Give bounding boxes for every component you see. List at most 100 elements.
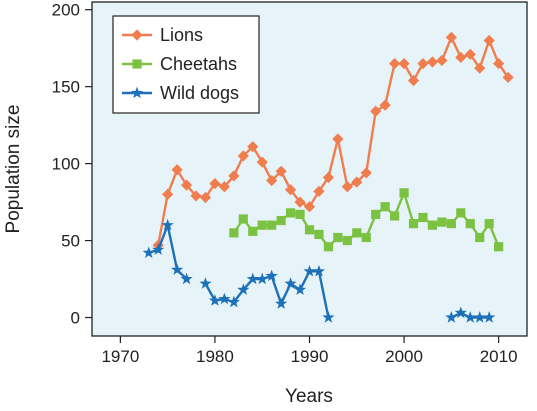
- x-tick-label: 2010: [480, 347, 518, 366]
- point-lions: [247, 141, 259, 153]
- point-cheetahs: [361, 232, 371, 243]
- y-tick-label: 50: [61, 232, 80, 251]
- point-cheetahs: [475, 232, 485, 243]
- point-lions: [199, 191, 212, 204]
- x-axis-title: Years: [285, 386, 333, 407]
- point-lions: [407, 74, 420, 87]
- point-wild-dogs: [256, 272, 269, 285]
- y-tick-label: 100: [52, 155, 80, 174]
- series-cheetahs: [229, 188, 504, 252]
- axis-layer: 1970 1980 1990 2000 2010 0 50 100 150 200: [52, 1, 518, 366]
- point-lions: [332, 133, 344, 145]
- point-lions: [341, 181, 353, 193]
- point-cheetahs: [390, 211, 400, 221]
- point-wild-dogs: [473, 311, 486, 323]
- point-wild-dogs: [208, 294, 222, 306]
- point-wild-dogs: [152, 243, 165, 255]
- point-wild-dogs: [161, 218, 174, 231]
- point-lions: [436, 54, 448, 67]
- point-lions: [209, 178, 221, 190]
- y-tick-label: 200: [52, 1, 80, 20]
- y-tick-label: 150: [52, 78, 80, 97]
- point-lions: [360, 167, 372, 179]
- point-cheetahs: [229, 228, 239, 238]
- point-lions: [483, 34, 495, 47]
- point-cheetahs: [494, 242, 504, 252]
- point-wild-dogs: [142, 246, 155, 259]
- point-lions: [162, 188, 174, 200]
- point-cheetahs: [456, 208, 466, 218]
- point-wild-dogs: [275, 297, 288, 309]
- point-cheetahs: [427, 220, 438, 230]
- point-cheetahs: [314, 229, 324, 240]
- legend-entry-lions: Lions: [122, 25, 203, 45]
- point-cheetahs: [323, 242, 334, 252]
- point-lions: [322, 171, 335, 184]
- point-wild-dogs: [464, 311, 477, 323]
- y-tick-label: 0: [71, 309, 80, 328]
- point-lions: [493, 57, 505, 70]
- point-cheetahs: [342, 235, 352, 246]
- point-wild-dogs: [237, 283, 250, 295]
- point-cheetahs: [399, 188, 409, 198]
- point-wild-dogs: [171, 263, 184, 275]
- point-wild-dogs: [265, 269, 278, 282]
- point-cheetahs: [276, 215, 286, 226]
- point-lions: [313, 185, 325, 197]
- point-lions: [417, 57, 429, 70]
- point-lions: [190, 190, 202, 202]
- point-lions: [275, 165, 287, 177]
- point-lions: [351, 176, 363, 188]
- point-wild-dogs: [445, 311, 458, 323]
- legend-marker-lions: [131, 29, 143, 41]
- point-lions: [474, 62, 486, 74]
- point-wild-dogs: [454, 306, 467, 319]
- point-lions: [284, 184, 297, 196]
- point-lions: [256, 156, 268, 168]
- point-cheetahs: [380, 202, 390, 212]
- point-lions: [389, 57, 401, 70]
- point-lions: [218, 181, 230, 193]
- point-cheetahs: [408, 219, 419, 229]
- legend-marker-wild-dogs: [130, 86, 144, 99]
- point-wild-dogs: [227, 295, 240, 308]
- point-wild-dogs: [312, 264, 326, 277]
- point-lions: [180, 179, 193, 191]
- point-cheetahs: [418, 212, 428, 223]
- point-cheetahs: [248, 226, 258, 236]
- point-wild-dogs: [246, 272, 259, 285]
- legend-label-cheetahs: Cheetahs: [160, 54, 237, 74]
- point-lions: [370, 105, 382, 117]
- x-tick-label: 1980: [196, 347, 234, 366]
- point-wild-dogs: [284, 277, 297, 289]
- point-lions: [237, 150, 249, 162]
- point-wild-dogs: [199, 277, 212, 289]
- point-cheetahs: [267, 220, 277, 230]
- point-lions: [379, 99, 391, 111]
- point-cheetahs: [446, 219, 456, 229]
- y-axis-title: Population size: [3, 105, 24, 234]
- point-cheetahs: [295, 209, 305, 220]
- point-cheetahs: [352, 228, 362, 238]
- point-lions: [464, 48, 476, 60]
- legend-entry-wild-dogs: Wild dogs: [122, 83, 239, 103]
- point-cheetahs: [484, 219, 494, 229]
- point-lions: [426, 56, 439, 68]
- legend-entry-cheetahs: Cheetahs: [122, 54, 237, 74]
- point-lions: [398, 57, 410, 70]
- point-cheetahs: [465, 219, 475, 229]
- point-cheetahs: [371, 209, 381, 220]
- legend-marker-cheetahs: [132, 59, 142, 69]
- point-cheetahs: [238, 214, 248, 224]
- point-lions: [445, 31, 457, 44]
- point-wild-dogs: [303, 264, 316, 277]
- point-wild-dogs: [218, 292, 231, 305]
- point-wild-dogs: [483, 311, 496, 323]
- point-lions: [294, 196, 306, 208]
- point-lions: [303, 201, 316, 213]
- point-lions: [502, 71, 514, 84]
- point-wild-dogs: [322, 311, 335, 323]
- point-lions: [266, 174, 278, 187]
- point-lions: [171, 164, 183, 176]
